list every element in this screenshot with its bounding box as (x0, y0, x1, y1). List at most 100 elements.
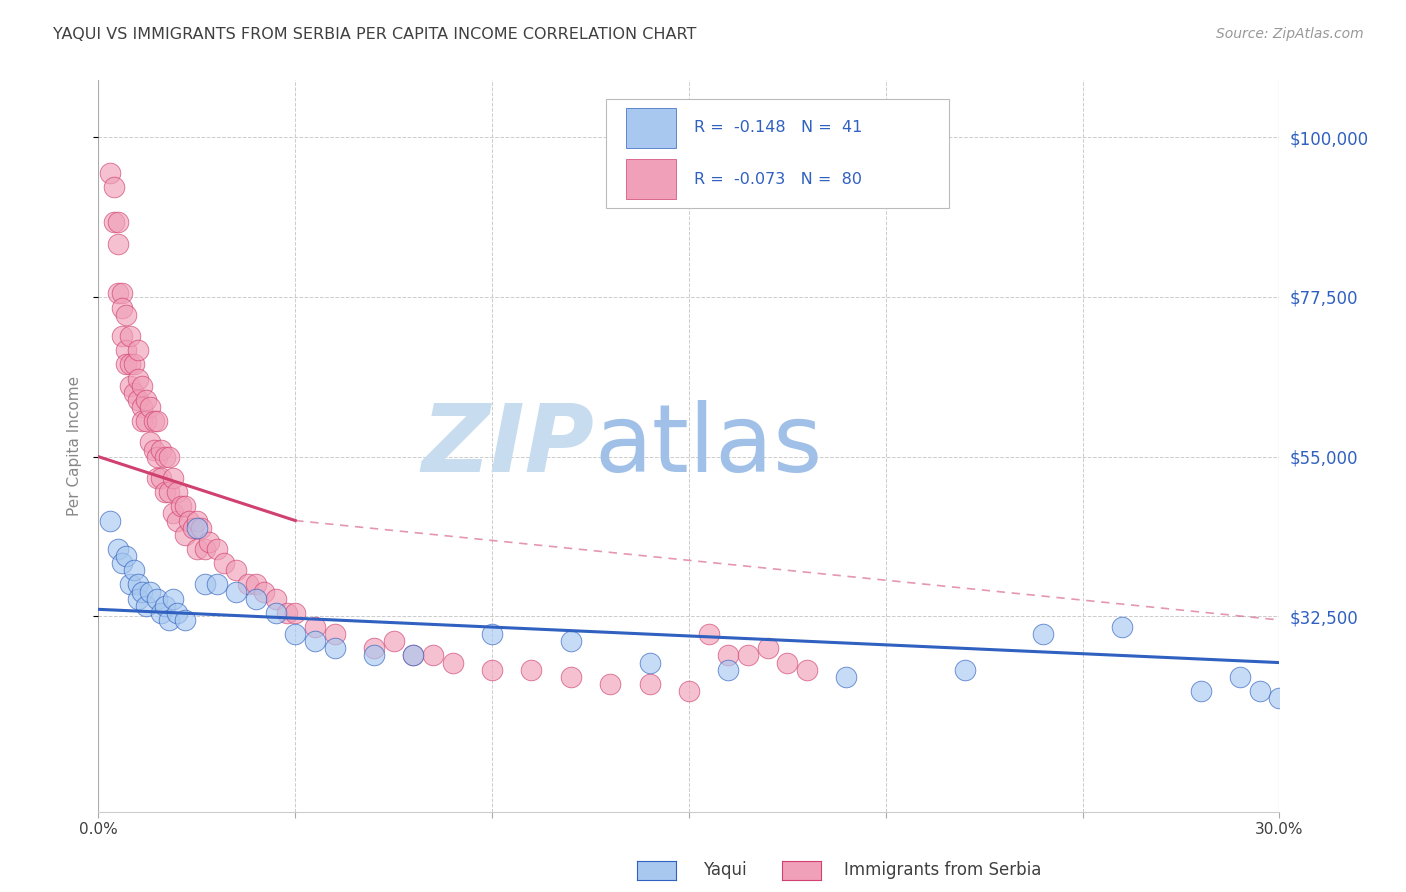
Point (131, 584, 153, 599)
Point (146, 591, 169, 606)
Point (107, 541, 129, 556)
Point (98, 514, 121, 528)
Text: ZIP: ZIP (422, 400, 595, 492)
Point (131, 414, 153, 428)
Point (162, 591, 184, 606)
Point (481, 663, 503, 677)
FancyBboxPatch shape (606, 99, 949, 209)
Point (107, 215, 129, 229)
Point (115, 357, 138, 371)
Point (717, 648, 740, 663)
Point (253, 584, 276, 599)
Point (138, 584, 160, 599)
Point (560, 670, 582, 684)
Point (162, 471, 184, 485)
Point (138, 435, 160, 450)
Point (150, 606, 173, 620)
Point (264, 591, 287, 606)
Bar (626, 159, 676, 199)
Point (953, 663, 976, 677)
Point (264, 606, 287, 620)
Point (142, 442, 165, 457)
Point (107, 236, 129, 251)
Point (122, 357, 145, 371)
Point (146, 471, 169, 485)
Point (157, 485, 180, 500)
Point (127, 591, 149, 606)
Point (402, 648, 425, 663)
Point (150, 471, 173, 485)
Point (481, 627, 503, 641)
Text: R =  -0.148   N =  41: R = -0.148 N = 41 (693, 120, 862, 136)
Point (304, 634, 326, 648)
Point (214, 556, 236, 570)
Point (520, 663, 543, 677)
Point (245, 577, 267, 591)
Point (1032, 627, 1054, 641)
Text: Source: ZipAtlas.com: Source: ZipAtlas.com (1216, 27, 1364, 41)
Point (402, 648, 425, 663)
Point (135, 392, 157, 407)
Point (127, 371, 149, 385)
Point (382, 634, 405, 648)
Point (363, 648, 385, 663)
Point (225, 584, 247, 599)
Point (155, 450, 177, 464)
Point (284, 606, 307, 620)
Point (737, 648, 759, 663)
Point (190, 521, 212, 535)
Point (174, 500, 197, 514)
Point (284, 627, 307, 641)
Point (131, 378, 153, 392)
Point (441, 656, 464, 670)
Point (118, 577, 141, 591)
Point (127, 392, 149, 407)
Point (304, 620, 326, 634)
Point (276, 606, 298, 620)
Point (236, 577, 259, 591)
Point (142, 414, 165, 428)
Text: Immigrants from Serbia: Immigrants from Serbia (844, 861, 1040, 879)
Point (111, 301, 134, 315)
Point (170, 500, 193, 514)
Point (697, 627, 720, 641)
Point (1249, 684, 1271, 698)
Point (115, 343, 138, 358)
Point (422, 648, 444, 663)
Point (323, 641, 346, 656)
Point (122, 563, 145, 577)
Point (194, 541, 217, 556)
Point (560, 634, 582, 648)
Point (776, 656, 799, 670)
Point (118, 378, 141, 392)
Point (174, 613, 197, 627)
Point (796, 663, 818, 677)
Point (150, 442, 173, 457)
Point (186, 521, 208, 535)
Point (835, 670, 858, 684)
Point (127, 343, 149, 358)
Point (181, 521, 204, 535)
Point (638, 677, 661, 691)
Point (122, 385, 145, 400)
Point (678, 684, 700, 698)
Point (135, 414, 157, 428)
Point (225, 563, 247, 577)
Text: Yaqui: Yaqui (703, 861, 747, 879)
Point (599, 677, 621, 691)
Point (131, 400, 153, 414)
Point (118, 329, 141, 343)
Point (157, 450, 180, 464)
Point (1268, 691, 1291, 706)
Text: R =  -0.073   N =  80: R = -0.073 N = 80 (693, 171, 862, 186)
Point (205, 577, 228, 591)
Point (115, 308, 138, 322)
Point (186, 541, 208, 556)
Point (115, 549, 138, 563)
Point (111, 286, 134, 301)
Point (155, 599, 177, 613)
Bar (626, 108, 676, 148)
Point (177, 514, 200, 528)
Point (166, 485, 188, 500)
Point (174, 528, 197, 542)
